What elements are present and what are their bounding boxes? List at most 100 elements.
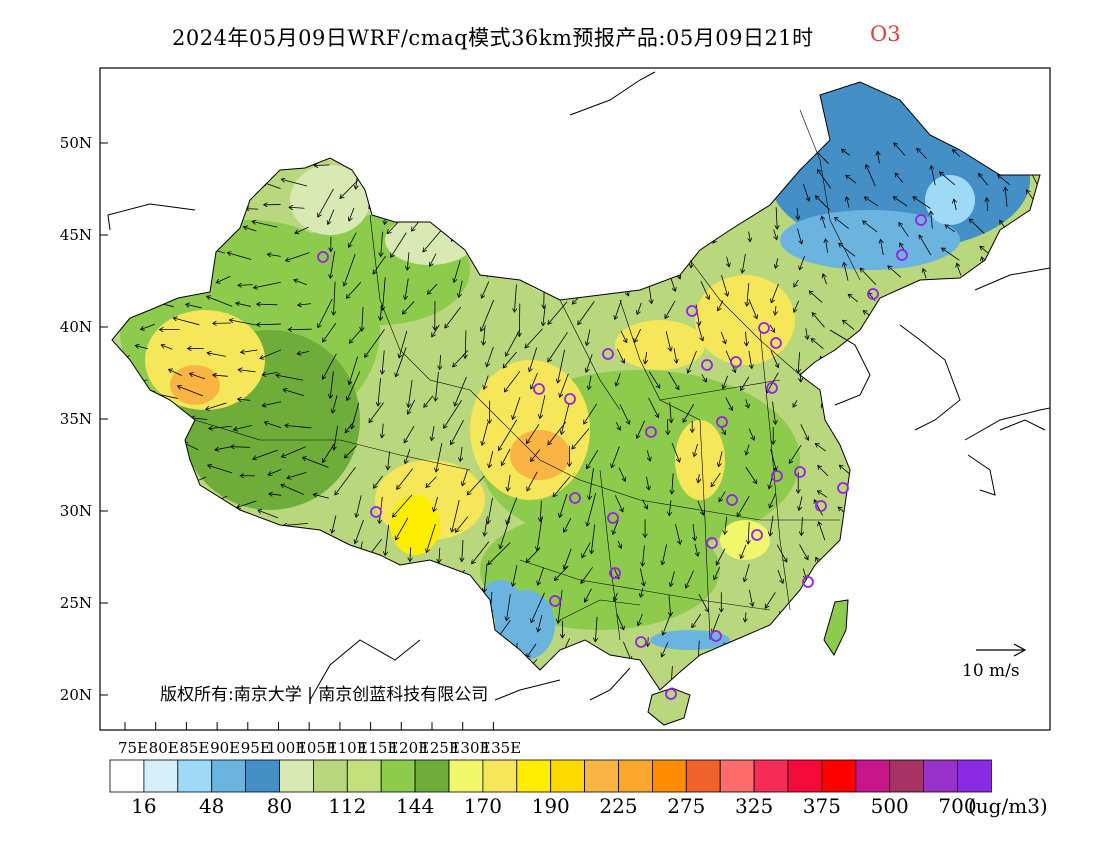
lon-tick-label: 95E [241, 739, 271, 757]
lon-tick-label: 85E [179, 739, 209, 757]
station-marker [701, 359, 713, 371]
longitude-axis: 75E 80E 85E 90E 95E100E105E110E115E120E125E1… [118, 722, 521, 757]
station-marker [564, 393, 576, 405]
colorbar-label: 16 [131, 794, 157, 818]
colorbar-swatch [109, 759, 145, 793]
lon-tick-label: 110E [328, 739, 368, 757]
station-marker [802, 576, 814, 588]
colorbar-label: 275 [667, 794, 706, 818]
title-text: 2024年05月09日WRF/cmaq模式36km预报产品:05月09日21时 [172, 26, 814, 50]
station-marker [609, 567, 621, 579]
colorbar-swatch [923, 759, 958, 793]
station-marker [706, 537, 718, 549]
lat-tick-label: 40N [60, 318, 92, 336]
station-marker [867, 288, 879, 300]
colorbar-swatch [787, 759, 823, 793]
colorbar-swatch [482, 759, 518, 793]
colorbar-swatch [753, 759, 789, 793]
colorbar-label: 80 [266, 794, 293, 818]
station-marker [771, 470, 783, 482]
colorbar-swatch [516, 759, 552, 793]
colorbar-swatch [550, 759, 586, 793]
colorbar-label: 700 [938, 794, 977, 818]
colorbar-label: 375 [802, 794, 841, 818]
lat-tick-label: 35N [60, 410, 92, 428]
colorbar-swatch [584, 759, 619, 793]
lat-tick-label: 50N [60, 134, 92, 152]
station-marker [665, 688, 677, 700]
lon-tick-label: 130E [451, 739, 491, 757]
lat-tick-label: 30N [60, 502, 92, 520]
lon-tick-label: 135E [482, 739, 522, 757]
station-marker [794, 466, 806, 478]
latitude-axis: 50N 45N 40N 35N 30N 25N 20N [60, 134, 108, 704]
wind-scale-arrow [976, 643, 1027, 657]
colorbar-swatch [889, 759, 925, 793]
colorbar-swatch [957, 759, 992, 793]
station-marker [837, 482, 849, 494]
lon-tick-label: 120E [390, 739, 430, 757]
wind-scale-label: 10 m/s [962, 661, 1020, 681]
lon-tick-label: 90E [210, 739, 240, 757]
lat-tick-label: 25N [60, 594, 92, 612]
province-borders [194, 109, 861, 641]
station-marker [730, 356, 742, 368]
copyright-text: 版权所有:南京大学 | 南京创蓝科技有限公司 [160, 685, 489, 705]
station-marker [533, 383, 545, 395]
colorbar-label: 170 [463, 794, 502, 818]
station-marker [602, 348, 614, 360]
colorbar-label: 225 [599, 794, 638, 818]
colorbar-swatch [719, 759, 755, 793]
lon-tick-label: 105E [297, 739, 337, 757]
station-marker [635, 636, 647, 648]
colorbar-swatch [279, 759, 314, 793]
colorbar-label: 48 [198, 794, 225, 818]
lon-tick-label: 125E [420, 739, 460, 757]
colorbar-swatch [855, 759, 891, 793]
colorbar-swatch [685, 759, 721, 793]
lat-tick-label: 20N [60, 686, 92, 704]
station-marker [770, 337, 782, 349]
lon-tick-label: 100E [267, 739, 307, 757]
station-marker [317, 251, 329, 263]
colorbar-label: 190 [531, 794, 570, 818]
colorbar-swatch [380, 759, 416, 793]
station-marker [607, 512, 619, 524]
colorbar-label: 500 [870, 794, 909, 818]
station-marker [751, 529, 763, 541]
colorbar-swatch [414, 759, 450, 793]
station-marker [896, 249, 908, 261]
variable-name: O3 [870, 22, 901, 46]
station-marker [766, 382, 778, 394]
map-frame [99, 67, 1051, 731]
station-marker [645, 426, 657, 438]
station-marker [716, 416, 728, 428]
lon-tick-label: 75E [118, 739, 148, 757]
station-marker [710, 630, 722, 642]
colorbar-units: (ug/m3) [968, 794, 1048, 818]
station-marker [370, 506, 382, 518]
station-marker [758, 322, 770, 334]
colorbar-swatch [312, 759, 348, 793]
colorbar-swatch [618, 759, 653, 793]
colorbar-swatch [211, 759, 246, 793]
lat-tick-label: 45N [60, 226, 92, 244]
colorbar-label: 325 [735, 794, 774, 818]
station-markers [317, 214, 927, 700]
colorbar-swatch [177, 759, 213, 793]
colorbar-swatch [346, 759, 382, 793]
station-marker [686, 305, 698, 317]
colorbar-swatch [652, 759, 687, 793]
lon-tick-label: 115E [359, 739, 399, 757]
colorbar-swatch [448, 759, 484, 793]
colorbar-label: 112 [328, 794, 367, 818]
colorbar-swatch [143, 759, 179, 793]
colorbar [109, 759, 992, 793]
station-marker [915, 214, 927, 226]
station-marker [726, 494, 738, 506]
station-marker [815, 500, 827, 512]
station-marker [569, 492, 581, 504]
colorbar-label: 144 [396, 794, 435, 818]
colorbar-swatch [245, 759, 280, 793]
lon-tick-label: 80E [149, 739, 179, 757]
